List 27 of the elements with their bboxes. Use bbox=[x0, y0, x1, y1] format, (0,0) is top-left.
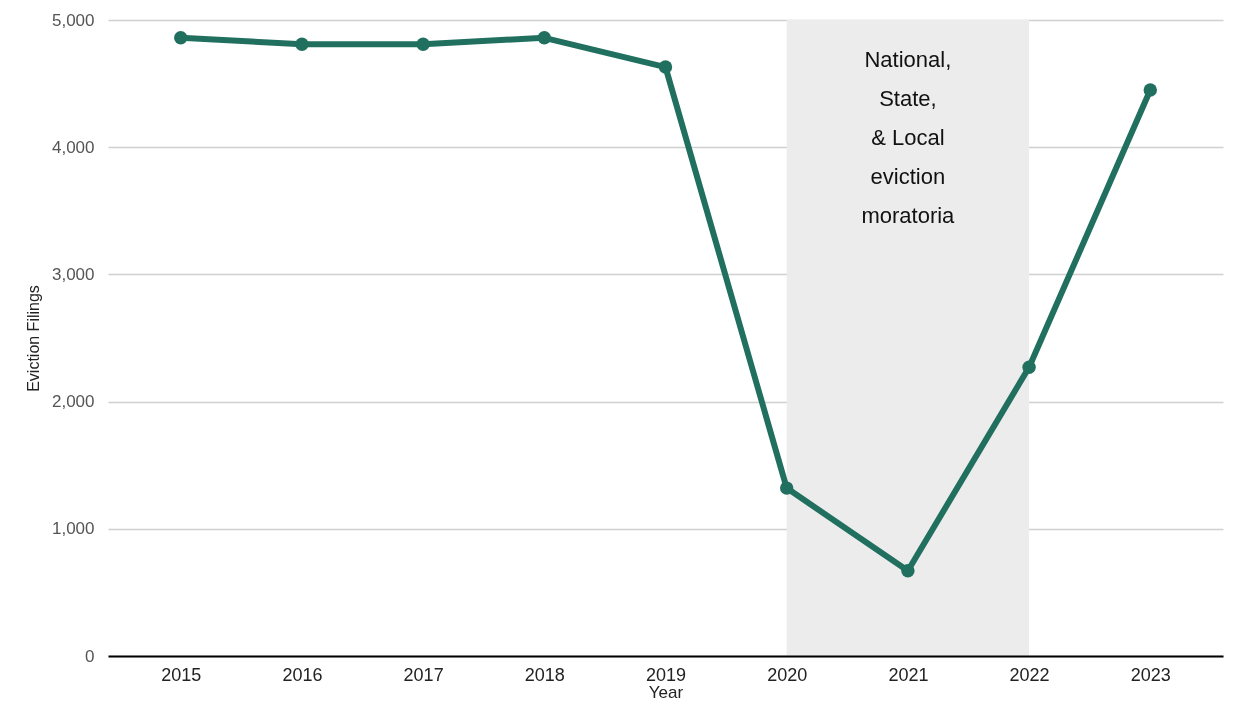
point bbox=[901, 564, 915, 578]
point bbox=[537, 31, 552, 45]
x-tick-label: 2023 bbox=[1130, 664, 1171, 685]
y-tick-label: 5,000 bbox=[51, 10, 95, 30]
x-tick-label: 2016 bbox=[282, 664, 323, 685]
x-tick-label: 2018 bbox=[524, 664, 565, 685]
point bbox=[174, 31, 188, 45]
y-tick-label: 0 bbox=[85, 646, 95, 666]
y-tick-label: 4,000 bbox=[51, 137, 95, 157]
point bbox=[1143, 83, 1157, 97]
x-tick-label: 2021 bbox=[888, 664, 929, 685]
y-axis-title: Eviction Filings bbox=[24, 285, 42, 392]
x-tick-label: 2017 bbox=[403, 664, 444, 685]
x-axis-title: Year bbox=[648, 682, 684, 702]
point bbox=[295, 37, 309, 51]
x-tick-label: 2019 bbox=[645, 664, 687, 685]
y-tick-label: 2,000 bbox=[51, 392, 95, 412]
x-tick-label: 2015 bbox=[161, 664, 202, 685]
point bbox=[779, 481, 794, 495]
y-tick-label: 3,000 bbox=[51, 264, 95, 284]
y-tick-label: 1,000 bbox=[51, 519, 95, 539]
x-tick-label: 2022 bbox=[1009, 664, 1050, 685]
x-tick-label: 2020 bbox=[767, 664, 808, 685]
point bbox=[416, 37, 430, 51]
point bbox=[1022, 360, 1036, 374]
point bbox=[658, 60, 673, 74]
band-label: National, State, & Local eviction moratoria bbox=[861, 47, 956, 228]
